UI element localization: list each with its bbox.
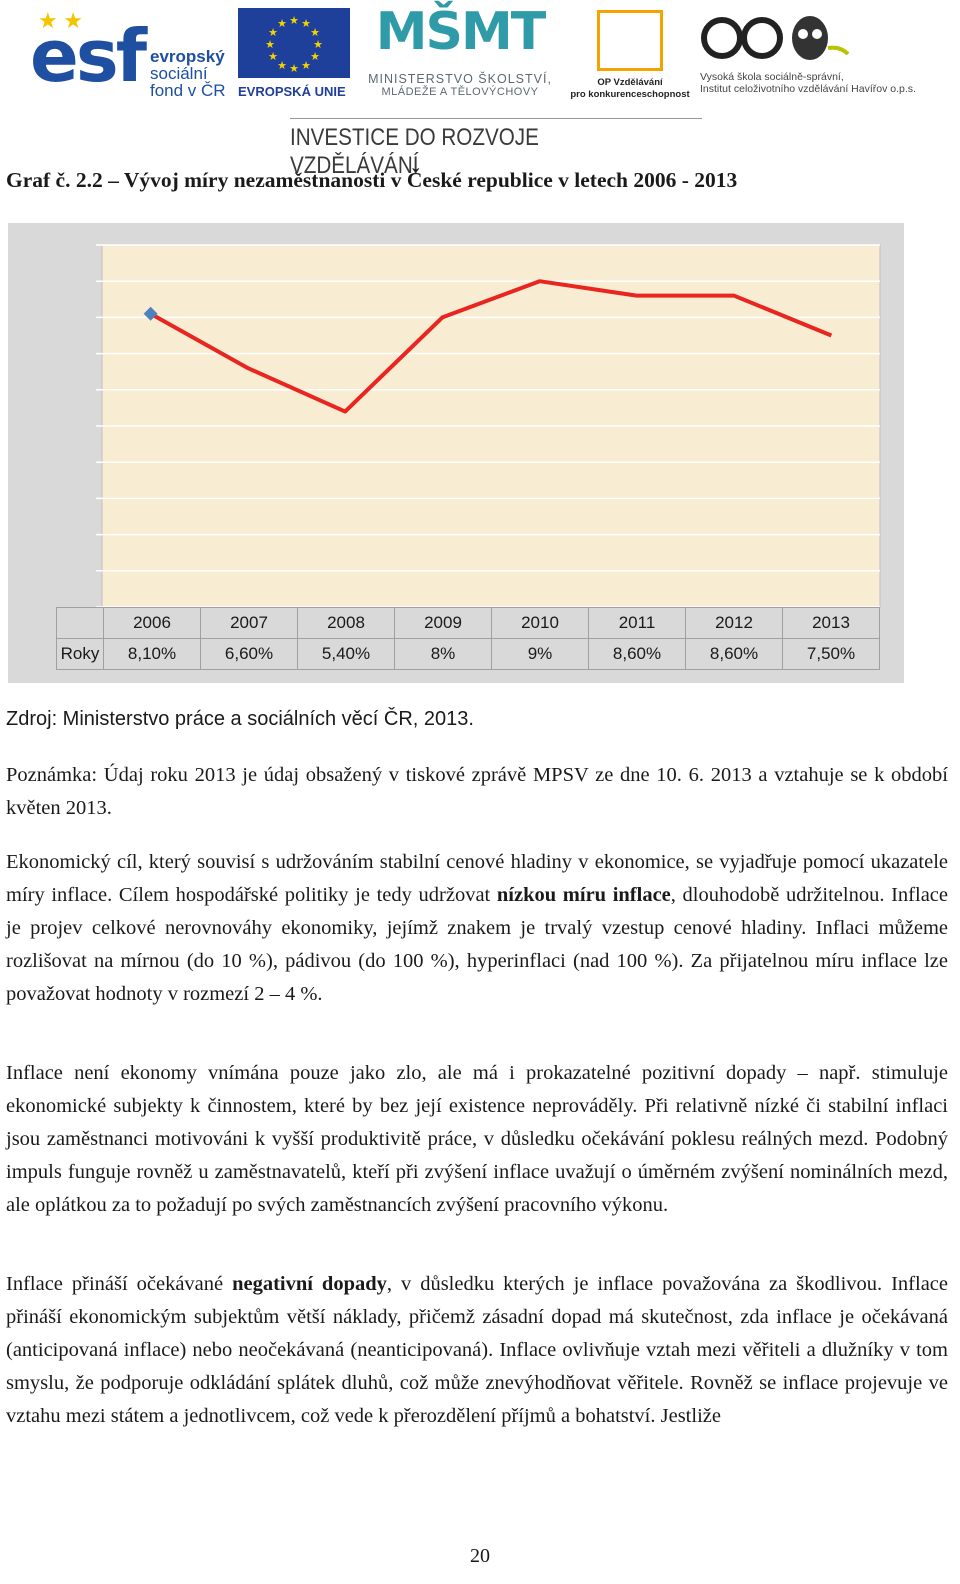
header-logos: ★ ★ esf evropský sociální fond v ČR ★ ★ ★ … <box>0 0 960 179</box>
chart-frame <box>8 223 904 683</box>
table-year-cell: 2008 <box>297 607 395 639</box>
esf-stars-icon: ★ ★ <box>38 8 83 33</box>
svg-text:★: ★ <box>268 50 278 63</box>
svg-text:★: ★ <box>289 62 299 75</box>
paragraph-positive-effects: Inflace není ekonomy vnímána pouze jako … <box>6 1062 948 1216</box>
table-year-cell: 2006 <box>103 607 201 639</box>
paragraph-text: Inflace přináší očekávané <box>6 1273 233 1295</box>
table-value-cell: 8% <box>394 638 492 670</box>
eu-stars-icon: ★ ★★ ★★★ ★★★ ★★★ <box>265 14 323 75</box>
table-corner-cell <box>56 607 104 639</box>
svg-text:★: ★ <box>310 50 320 63</box>
note-paragraph: Poznámka: Údaj roku 2013 je údaj obsažen… <box>6 764 948 819</box>
vs-caption: Vysoká škola sociálně-správní, Institut … <box>700 71 950 95</box>
slogan-divider <box>290 118 702 119</box>
table-value-cell: 5,40% <box>297 638 395 670</box>
op-line-1: OP Vzdělávání <box>597 77 663 88</box>
svg-text:★: ★ <box>277 59 287 72</box>
paragraph-text: Ekonomický cíl, který souvisí s udržován… <box>6 851 948 906</box>
table-value-cell: 7,50% <box>782 638 880 670</box>
table-value-cell: 9% <box>491 638 589 670</box>
table-year-cell: 2007 <box>200 607 298 639</box>
source-line: Zdroj: Ministerstvo práce a sociálních v… <box>6 708 474 730</box>
paragraph-text: , dlouhodobě udržitelnou. Inflace je pro… <box>6 884 948 1005</box>
svg-text:★: ★ <box>301 59 311 72</box>
esf-logo-mark: esf <box>30 14 147 98</box>
table-year-cell: 2012 <box>685 607 783 639</box>
table-year-cell: 2009 <box>394 607 492 639</box>
vs-line-1: Vysoká škola sociálně-správní, <box>700 71 844 83</box>
table-year-cell: 2010 <box>491 607 589 639</box>
table-value-cell: 8,60% <box>685 638 783 670</box>
vs-owl-icon <box>701 16 850 60</box>
svg-text:★: ★ <box>289 14 299 27</box>
esf-line-3: fond v ČR <box>150 81 226 100</box>
op-line-2: pro konkurenceschopnost <box>570 89 690 100</box>
emphasis-low-inflation: nízkou míru inflace <box>496 884 671 906</box>
op-square-icon <box>597 10 663 71</box>
eu-flag-icon: ★ ★ ★ ★ ★ ★ ★ ★ ★ ★ ★ ★ <box>238 8 350 78</box>
esf-logo-text: evropský sociální fond v ČR <box>150 48 226 99</box>
table-header-row: 2006 2007 2008 2009 2010 2011 2012 2013 <box>56 607 880 639</box>
page-number: 20 <box>470 1545 490 1567</box>
esf-line-1: evropský <box>150 47 225 66</box>
table-year-cell: 2013 <box>782 607 880 639</box>
table-value-cell: 6,60% <box>200 638 298 670</box>
esf-line-2: sociální <box>150 64 208 83</box>
series-line <box>149 279 833 414</box>
eu-logo: ★ ★ ★ ★ ★ ★ ★ ★ ★ ★ ★ ★ EVROPSKÁ UNIE <box>238 8 353 103</box>
paragraph-negative-effects: Inflace přináší očekávané negativní dopa… <box>6 1268 948 1433</box>
svg-text:★: ★ <box>265 38 275 51</box>
msmt-line-1: MINISTERSTVO ŠKOLSTVÍ, <box>368 72 552 86</box>
line-chart <box>96 244 881 608</box>
eu-caption: EVROPSKÁ UNIE <box>238 84 346 99</box>
msmt-logo: MŠMT MINISTERSTVO ŠKOLSTVÍ, MLÁDEŽE A TĚ… <box>360 6 560 106</box>
table-value-cell: 8,10% <box>103 638 201 670</box>
svg-text:★: ★ <box>301 17 311 30</box>
svg-text:★: ★ <box>310 26 320 39</box>
table-year-cell: 2011 <box>588 607 686 639</box>
svg-text:★: ★ <box>313 38 323 51</box>
svg-text:★: ★ <box>277 17 287 30</box>
paragraph-inflation-goal: Ekonomický cíl, který souvisí s udržován… <box>6 846 948 1011</box>
op-logo: OP Vzdělávání pro konkurenceschopnost <box>565 10 695 105</box>
data-point-marker <box>143 306 158 321</box>
vs-icons <box>700 10 950 65</box>
op-caption: OP Vzdělávání pro konkurenceschopnost <box>565 77 695 101</box>
series-label-cell: Roky <box>56 638 104 670</box>
msmt-mark: MŠMT <box>375 2 546 62</box>
chart-data-table: 2006 2007 2008 2009 2010 2011 2012 2013 … <box>56 607 880 670</box>
slogan: INVESTICE DO ROZVOJE VZDĚLÁVÁNÍ <box>290 124 539 179</box>
svg-text:★: ★ <box>268 26 278 39</box>
table-value-cell: 8,60% <box>588 638 686 670</box>
msmt-line-2: MLÁDEŽE A TĚLOVÝCHOVY <box>381 86 539 98</box>
vs-line-2: Institut celoživotního vzdělávání Havířo… <box>700 83 916 95</box>
table-value-row: Roky 8,10% 6,60% 5,40% 8% 9% 8,60% 8,60%… <box>56 638 880 670</box>
chart-title: Graf č. 2.2 – Vývoj míry nezaměstnanosti… <box>6 168 738 192</box>
vs-logo: Vysoká škola sociálně-správní, Institut … <box>700 10 950 105</box>
esf-logo: ★ ★ esf evropský sociální fond v ČR <box>30 8 230 103</box>
emphasis-negative-effects: negativní dopady <box>232 1273 387 1295</box>
paragraph-text: , v důsledku kterých je inflace považová… <box>6 1273 948 1427</box>
